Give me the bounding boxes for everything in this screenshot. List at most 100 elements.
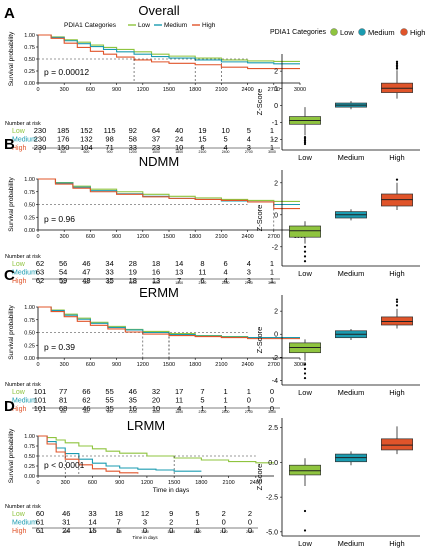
outlier-point [303,363,307,366]
risk-cell: 46 [82,259,90,268]
risk-cell: 71 [105,143,113,152]
risk-label-low: Low [12,128,26,135]
risk-cell: 5 [200,396,204,405]
x-tick-label-medium: Medium [338,269,365,278]
y-axis-label: Survival probability [8,31,15,86]
x-axis-label: Time in days [153,487,190,494]
x-tick-label: 2100 [215,234,227,240]
risk-table-title: Number at risk [5,504,41,510]
risk-tick-label: 600 [83,410,89,414]
risk-cell: 63 [36,268,44,277]
x-tick-label: 300 [60,87,69,93]
risk-label-medium: Medium [12,398,37,405]
risk-cell: 3 [247,143,251,152]
risk-cell: 20 [152,396,160,405]
x-tick-label: 1800 [189,362,201,368]
risk-cell: 35 [105,276,113,285]
risk-cell: 12 [141,509,149,518]
risk-cell: 0 [222,518,226,527]
risk-tick-label: 3000 [268,150,276,154]
outlier-point [303,376,307,380]
p-value: p < 0.0001 [44,460,85,470]
risk-cell: 11 [199,268,207,277]
risk-cell: 28 [129,259,137,268]
outlier-point [395,304,399,307]
risk-cell: 60 [36,509,44,518]
legend-label-low: Low [340,28,354,37]
y-tick-label: 1.00 [24,305,35,311]
risk-cell: 47 [82,268,90,277]
box-low [289,464,321,476]
y-axis-label: Survival probability [8,428,15,483]
x-tick-label: 1200 [137,362,149,368]
outlier-point [303,260,307,263]
x-tick-label: 2700 [268,234,280,240]
x-tick-label: 1800 [189,87,201,93]
x-tick-label: 600 [86,234,95,240]
x-tick-label: 1500 [163,362,175,368]
y-tick-label: 0.25 [24,464,35,470]
risk-cell: 1 [247,404,251,413]
risk-cell: 4 [247,135,251,144]
risk-cell: 81 [59,396,67,405]
risk-cell: 58 [129,135,137,144]
risk-tick-label: 900 [116,530,122,534]
y-tick-label: 0.75 [24,444,35,450]
risk-tick-label: 1200 [129,150,137,154]
y-axis-label: Z-Score [255,464,264,491]
panel-letter: C [4,267,15,284]
risk-cell: 54 [59,268,67,277]
y-tick-label: 0.00 [24,356,35,362]
y-tick-label: 0.25 [24,215,35,221]
risk-label-high: High [12,278,27,285]
y-tick-label: -5.0 [266,529,278,536]
risk-cell: 37 [152,135,160,144]
y-tick-label: -2 [272,355,278,362]
risk-cell: 62 [36,259,44,268]
risk-cell: 1 [270,276,274,285]
y-tick-label: 1 [274,86,278,93]
y-tick-label: 0.00 [24,228,35,234]
risk-tick-label: 900 [107,150,113,154]
legend-title: PDIA1 Categories [64,22,117,29]
risk-cell: 230 [34,126,47,135]
y-tick-label: 0.50 [24,57,35,63]
outlier-point [303,245,307,248]
y-tick-label: 0.00 [24,81,35,87]
x-tick-label: 300 [60,234,69,240]
risk-cell: 1 [270,268,274,277]
x-tick-label: 3000 [294,87,306,93]
risk-cell: 98 [105,135,113,144]
x-tick-label: 300 [61,480,70,486]
x-tick-label: 0 [36,362,39,368]
risk-label-high: High [12,145,27,152]
x-tick-label: 1500 [163,87,175,93]
risk-cell: 1 [224,396,228,405]
x-tick-label-medium: Medium [338,388,365,397]
risk-label-medium: Medium [12,137,37,144]
risk-cell: 3 [247,268,251,277]
risk-cell: 7 [200,387,204,396]
panel-letter: D [4,398,15,415]
box-panel-b: -2 0 2 Z-Score Low Medium High [255,170,420,278]
risk-cell: 31 [62,518,70,527]
risk-cell: 18 [152,259,160,268]
risk-cell: 19 [129,268,137,277]
risk-cell: 2 [248,509,252,518]
risk-cell: 34 [105,259,113,268]
panel-letter: B [4,136,15,153]
risk-tick-label: 1500 [167,530,175,534]
risk-cell: 0 [270,404,274,413]
risk-tick-label: 2100 [199,150,207,154]
outlier-point [303,142,307,146]
y-tick-label: 0.25 [24,343,35,349]
risk-cell: 16 [152,268,160,277]
risk-label-high: High [12,406,27,413]
risk-cell: 0 [248,526,252,535]
risk-tick-label: 2400 [222,410,230,414]
risk-cell: 56 [59,259,67,268]
